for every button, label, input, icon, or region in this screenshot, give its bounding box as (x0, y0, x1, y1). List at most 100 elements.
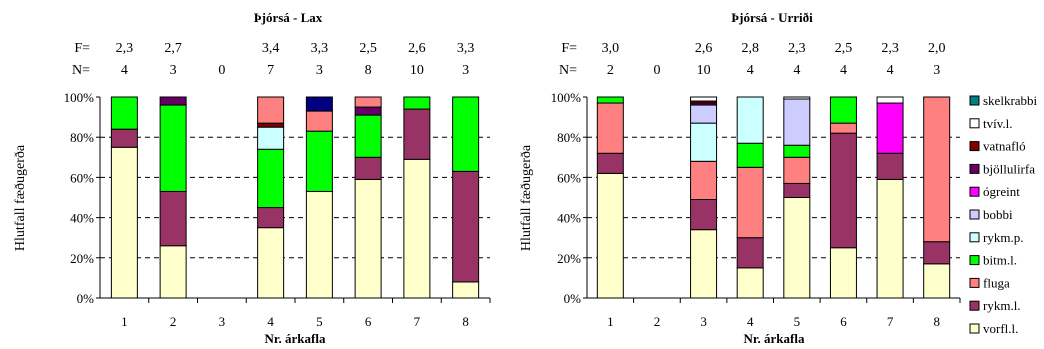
bar-segment (452, 281, 480, 299)
x-tick-label: 4 (267, 314, 274, 329)
bar-segment (783, 197, 811, 299)
bar-segment (876, 96, 904, 104)
legend-label: skelkrabbi (983, 93, 1038, 108)
f-value: 3,3 (457, 41, 475, 56)
bar-segment (783, 98, 811, 146)
n-value: 7 (267, 63, 274, 78)
f-label-urridi: F= (561, 41, 577, 56)
bar-segment (403, 96, 431, 110)
legend-label: vatnafló (983, 139, 1026, 154)
x-tick-label: 2 (170, 314, 177, 329)
x-tick-label: 3 (700, 314, 707, 329)
y-tick-label: 60% (557, 170, 581, 185)
f-value: 2,7 (164, 41, 182, 56)
x-tick-label: 4 (747, 314, 754, 329)
bar-segment (110, 96, 138, 130)
f-value: 3,4 (262, 41, 280, 56)
n-value: 4 (747, 63, 754, 78)
bar-segment (690, 122, 718, 162)
x-tick-label: 1 (607, 314, 614, 329)
n-value: 10 (410, 63, 424, 78)
bar-segment (159, 104, 187, 192)
n-value: 10 (697, 63, 711, 78)
legend: skelkrabbi tvív.l. vatnafló bjöllulirfa ógre… (969, 93, 1038, 336)
x-tick-label: 6 (840, 314, 847, 329)
bar-segment (736, 96, 764, 144)
bar-segment (305, 96, 333, 112)
bar-segment (736, 267, 764, 299)
chart-title-urridi: Þjórsá - Urriði (731, 10, 813, 25)
bar-segment (403, 158, 431, 299)
bar-segment (923, 96, 951, 243)
x-tick-label: 5 (316, 314, 323, 329)
bar-segment (783, 156, 811, 184)
f-value: 2,3 (788, 41, 806, 56)
bar-segment (159, 190, 187, 247)
x-tick-label: 8 (462, 314, 469, 329)
y-tick-label: 0% (564, 291, 582, 306)
x-axis-label-urridi: Nr. árkafla (744, 331, 805, 346)
legend-label: bobbi (983, 207, 1013, 222)
legend-swatch (969, 209, 980, 220)
bar-segment (783, 96, 811, 100)
legend-swatch (969, 118, 980, 129)
legend-label: ógreint (983, 184, 1020, 199)
bar-segment (257, 96, 285, 124)
x-tick-label: 7 (887, 314, 894, 329)
legend-label: fluga (983, 275, 1010, 290)
bar-segment (596, 172, 624, 299)
legend-label: bitm.l. (983, 253, 1017, 268)
legend-swatch (969, 141, 980, 152)
bar-segment (354, 178, 382, 299)
n-value: 4 (793, 63, 800, 78)
bar-segment (354, 114, 382, 158)
bar-segment (690, 104, 718, 124)
f-value: 2,5 (835, 41, 853, 56)
legend-label: rykm.p. (983, 230, 1023, 245)
y-tick-label: 100% (551, 90, 582, 105)
bar-segment (110, 146, 138, 299)
y-axis-label-urridi: Hlutfall fæðugerða (519, 144, 534, 251)
legend-label: bjöllulirfa (983, 161, 1035, 176)
n-value: 3 (933, 63, 940, 78)
bar-segment (257, 207, 285, 229)
bar-segment (257, 126, 285, 150)
n-value: 8 (365, 63, 372, 78)
y-tick-label: 20% (557, 251, 581, 266)
f-label-lax: F= (74, 41, 90, 56)
legend-label: tvív.l. (983, 116, 1013, 131)
bar-segment (159, 96, 187, 106)
y-axis-label-lax: Hlutfall fæðugerða (13, 144, 28, 251)
bar-segment (257, 122, 285, 128)
bar-segment (257, 148, 285, 209)
bar-segment (452, 170, 480, 283)
bar-segment (829, 247, 857, 299)
bar-segment (690, 96, 718, 102)
legend-swatch (969, 323, 980, 334)
x-tick-label: 5 (794, 314, 801, 329)
legend-swatch (969, 277, 980, 288)
bar-segment (736, 166, 764, 239)
n-value: 0 (653, 63, 660, 78)
legend-swatch (969, 163, 980, 174)
bar-segment (829, 122, 857, 134)
n-value: 0 (218, 63, 225, 78)
y-tick-label: 20% (70, 251, 94, 266)
y-tick-label: 100% (64, 90, 95, 105)
n-label-lax: N= (72, 63, 90, 78)
f-value: 2,0 (928, 41, 946, 56)
plot-urridi: 0% 20% 40% 60% 80% 100% 1 3,0 2 2 0 3 2,6 10 4 2,8 4 5 2,3… (551, 41, 961, 329)
legend-swatch (969, 300, 980, 311)
legend-swatch (969, 186, 980, 197)
legend-swatch (969, 255, 980, 266)
bar-segment (829, 132, 857, 249)
y-tick-label: 80% (557, 130, 581, 145)
bar-segment (452, 96, 480, 172)
n-value: 4 (121, 63, 128, 78)
bar-segment (305, 190, 333, 299)
bar-segment (876, 178, 904, 299)
f-value: 2,6 (408, 41, 426, 56)
y-tick-label: 0% (77, 291, 95, 306)
y-tick-label: 40% (70, 211, 94, 226)
